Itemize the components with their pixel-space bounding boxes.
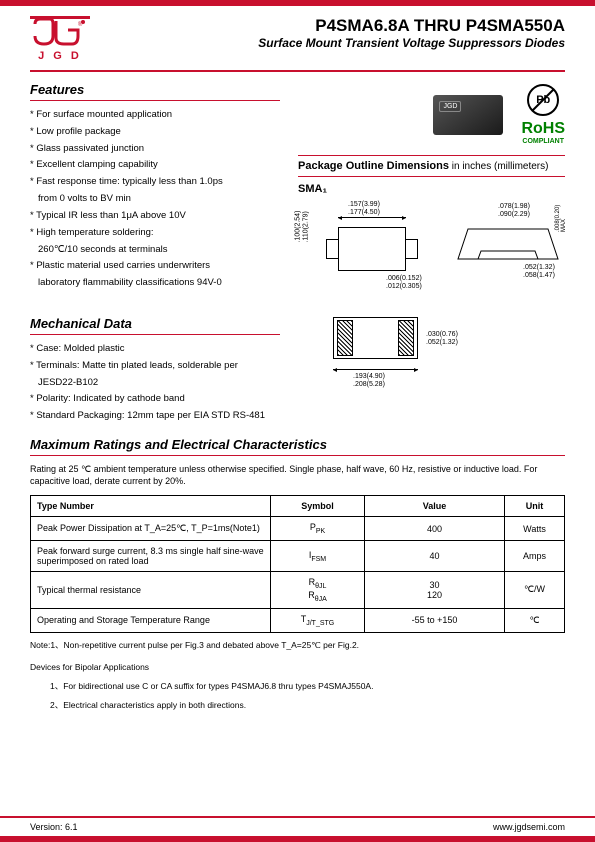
note1-text: Note:1、Non-repetitive current pulse per … [30,640,359,650]
dim-d6: .012(0.305) [386,283,422,290]
feature-item: 260℃/10 seconds at terminals [38,244,280,257]
dim-d12: .090(2.29) [498,211,530,218]
mechanical-heading: Mechanical Data [30,306,280,335]
package-diagram: .157(3.99) .177(4.50) .100(2.54) .110(2.… [298,199,565,399]
bipolar-note-1: 1、For bidirectional use C or CA suffix f… [50,680,565,693]
rohs-badge: RoHS COMPLIANT [521,120,565,145]
bipolar-heading: Devices for Bipolar Applications [30,661,565,674]
pb-label: Pb [536,94,550,106]
table-row: Typical thermal resistanceRθJLRθJA30120℃… [31,572,565,609]
cell-type: Operating and Storage Temperature Range [31,608,271,632]
dim-d1: .157(3.99) [348,201,380,208]
bipolar-note-2: 2、Electrical characteristics apply in bo… [50,699,565,712]
features-heading: Features [30,72,280,101]
table-row: Peak forward surge current, 8.3 ms singl… [31,541,565,572]
dim-d2: .177(4.50) [348,209,380,216]
dim-d10: .052(1.32) [426,339,458,346]
cell-type: Peak Power Dissipation at T_A=25℃, T_P=1… [31,517,271,541]
features-list: For surface mounted application Low profi… [30,109,280,290]
cell-symbol: TJ/T_STG [271,608,365,632]
footer-url: www.jgdsemi.com [493,822,565,832]
col-value: Value [365,496,505,517]
mechanical-item: Terminals: Matte tin plated leads, solde… [30,360,280,373]
dim-d3: .100(2.54) [295,211,302,243]
feature-item: Glass passivated junction [30,143,280,156]
pkg-heading-bold: Package Outline Dimensions [298,160,449,172]
title-block: P4SMA6.8A THRU P4SMA550A Surface Mount T… [258,16,565,50]
footnote-1: Note:1、Non-repetitive current pulse per … [30,639,565,652]
bottom-stripe [0,836,595,842]
feature-item: For surface mounted application [30,109,280,122]
col-symbol: Symbol [271,496,365,517]
feature-item: Fast response time: typically less than … [30,176,280,189]
dim-d16: .058(1.47) [523,272,555,279]
feature-item: from 0 volts to BV min [38,193,280,206]
ratings-table: Type Number Symbol Value Unit Peak Power… [30,495,565,632]
version-text: Version: 6.1 [30,822,78,832]
feature-item: High temperature soldering: [30,227,280,240]
cell-value: 30120 [365,572,505,609]
cell-type: Typical thermal resistance [31,572,271,609]
cell-symbol: PPK [271,517,365,541]
mechanical-item: Polarity: Indicated by cathode band [30,393,280,406]
mechanical-item: Standard Packaging: 12mm tape per EIA ST… [30,410,280,423]
feature-item: Typical IR less than 1μA above 10V [30,210,280,223]
dim-d15: .052(1.32) [523,264,555,271]
footer: Version: 6.1 www.jgdsemi.com [0,816,595,842]
dim-d4: .110(2.79) [303,211,310,242]
cell-unit: Watts [505,517,565,541]
ratings-heading: Maximum Ratings and Electrical Character… [30,427,565,456]
logo: ® J G D [30,16,90,62]
col-type: Type Number [31,496,271,517]
dim-d11: .078(1.98) [498,203,530,210]
cell-value: -55 to +150 [365,608,505,632]
cell-unit: ℃/W [505,572,565,609]
feature-item: laboratory flammability classifications … [38,277,280,290]
page-subtitle: Surface Mount Transient Voltage Suppress… [258,36,565,50]
cell-value: 400 [365,517,505,541]
cell-value: 40 [365,541,505,572]
svg-text:®: ® [78,21,83,28]
badge-row: Pb RoHS COMPLIANT [298,72,565,155]
feature-item: Excellent clamping capability [30,159,280,172]
logo-text: J G D [38,50,82,62]
dim-d9: .030(0.76) [426,331,458,338]
mechanical-item: JESD22-B102 [38,377,280,390]
page-title: P4SMA6.8A THRU P4SMA550A [258,16,565,36]
cell-symbol: RθJLRθJA [271,572,365,609]
table-row: Peak Power Dissipation at T_A=25℃, T_P=1… [31,517,565,541]
col-unit: Unit [505,496,565,517]
cell-symbol: IFSM [271,541,365,572]
mechanical-item: Case: Molded plastic [30,343,280,356]
package-dimensions-heading: Package Outline Dimensions in inches (mi… [298,155,565,177]
pkg-heading-unit: in inches (millimeters) [449,161,548,172]
dim-d8: .208(5.28) [353,381,385,388]
logo-icon: ® [30,16,90,48]
cell-unit: ℃ [505,608,565,632]
feature-item: Plastic material used carries underwrite… [30,260,280,273]
rohs-sub: COMPLIANT [521,138,565,145]
ratings-note: Rating at 25 ℃ ambient temperature unles… [30,464,565,487]
mechanical-list: Case: Molded plastic Terminals: Matte tin… [30,343,280,423]
rohs-main: RoHS [521,120,565,138]
cell-unit: Amps [505,541,565,572]
dim-d5: .006(0.152) [386,275,422,282]
pb-free-icon: Pb [527,84,559,116]
dim-d14: MAX [561,219,567,232]
header: ® J G D P4SMA6.8A THRU P4SMA550A Surface… [0,6,595,70]
package-photo [433,95,503,135]
table-row: Operating and Storage Temperature RangeT… [31,608,565,632]
feature-item: Low profile package [30,126,280,139]
sma-label: SMA₁ [298,183,565,195]
cell-type: Peak forward surge current, 8.3 ms singl… [31,541,271,572]
dim-d7: .193(4.90) [353,373,385,380]
